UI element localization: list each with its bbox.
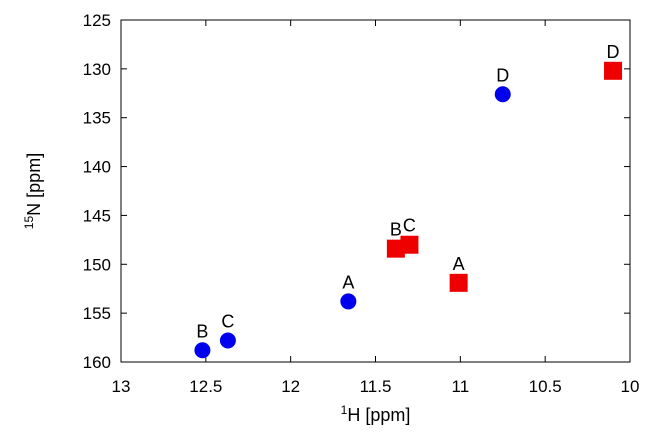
square-point	[449, 273, 468, 292]
point-label: D	[607, 42, 620, 62]
x-tick-label: 11	[452, 377, 470, 396]
x-axis-label: 1H [ppm]	[341, 403, 411, 425]
point-label: C	[403, 216, 416, 236]
x-tick-label: 12	[281, 377, 300, 396]
point-label: D	[496, 65, 509, 85]
y-axis: 125 130 135 140 145 150 155 160	[83, 11, 630, 372]
y-tick-label: 140	[83, 158, 111, 177]
square-point	[400, 235, 419, 254]
x-axis-label-sup: 1	[341, 403, 348, 417]
x-axis-label-main: H [ppm]	[347, 405, 410, 425]
y-tick-label: 155	[83, 304, 111, 323]
x-tick-label: 10.5	[529, 377, 562, 396]
x-tick-label: 10	[621, 377, 640, 396]
x-tick-label: 11.5	[360, 377, 392, 396]
y-axis-label-main: N [ppm]	[24, 153, 44, 216]
plot-frame	[120, 19, 631, 363]
circle-point	[194, 342, 211, 359]
point-label: B	[196, 321, 208, 341]
x-tick-label: 12.5	[189, 377, 222, 396]
y-tick-label: 145	[83, 206, 111, 225]
y-tick-label: 135	[83, 109, 111, 128]
point-label: B	[390, 220, 402, 240]
circle-point	[340, 293, 357, 310]
circle-point	[219, 332, 236, 349]
x-axis: 13 12.5 12 11.5 11 10.5 10	[112, 20, 640, 396]
y-tick-label: 150	[83, 255, 111, 274]
x-tick-label: 13	[112, 377, 131, 396]
point-label: A	[453, 254, 465, 274]
y-tick-label: 160	[83, 353, 111, 372]
y-tick-label: 125	[83, 11, 111, 30]
point-label: A	[342, 272, 354, 292]
y-tick-label: 130	[83, 60, 111, 79]
y-axis-label: 15N [ppm]	[22, 153, 44, 229]
square-point	[604, 61, 623, 80]
circle-point	[494, 86, 511, 103]
y-axis-label-sup: 15	[22, 216, 36, 230]
point-label: C	[221, 312, 234, 332]
square-point	[386, 239, 405, 258]
